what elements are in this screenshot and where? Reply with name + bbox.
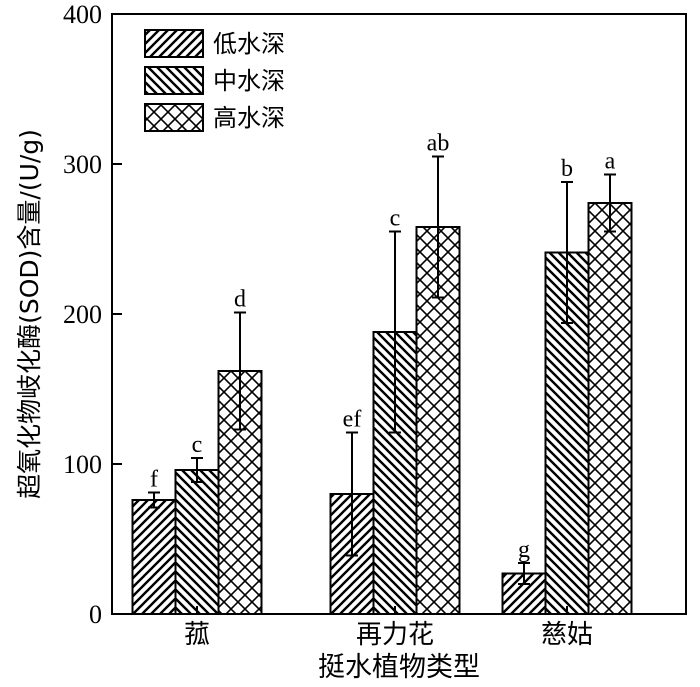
significance-label: f <box>150 467 158 493</box>
x-tick-label: 再力花 <box>356 620 434 650</box>
bars-group: f c d ef c ab g b a <box>131 131 633 615</box>
y-tick-label: 400 <box>63 0 102 29</box>
legend-label: 低水深 <box>213 30 285 58</box>
y-tick-label: 200 <box>63 300 102 329</box>
y-tick-label: 0 <box>89 600 102 629</box>
y-axis-ticks: 0 100 200 300 400 <box>63 0 122 629</box>
bar-1-0 <box>174 469 220 615</box>
legend-label: 中水深 <box>213 67 285 95</box>
y-tick-label: 300 <box>63 150 102 179</box>
significance-label: c <box>390 206 401 232</box>
legend-swatch <box>144 66 204 95</box>
bar-2-2 <box>587 202 633 615</box>
y-axis-label: 超氧化物岐化酶(SOD)含量/(U/g) <box>15 129 44 499</box>
bar-1-2 <box>544 251 590 615</box>
x-tick-label: 慈姑 <box>541 620 593 650</box>
legend-label: 高水深 <box>213 104 285 132</box>
significance-label: c <box>192 432 203 458</box>
x-axis-label: 挺水植物类型 <box>318 652 480 683</box>
significance-label: d <box>234 287 246 313</box>
significance-label: b <box>561 156 573 182</box>
legend-swatch <box>144 103 204 132</box>
significance-label: a <box>605 149 616 175</box>
significance-label: ab <box>427 131 450 157</box>
significance-label: ef <box>343 407 362 433</box>
x-axis-tick-labels: 菰 再力花 慈姑 <box>184 606 593 650</box>
significance-label: g <box>518 537 530 563</box>
legend-swatch <box>144 29 204 58</box>
x-tick-label: 菰 <box>184 620 210 650</box>
y-tick-label: 100 <box>63 450 102 479</box>
bar-0-0 <box>131 499 177 615</box>
